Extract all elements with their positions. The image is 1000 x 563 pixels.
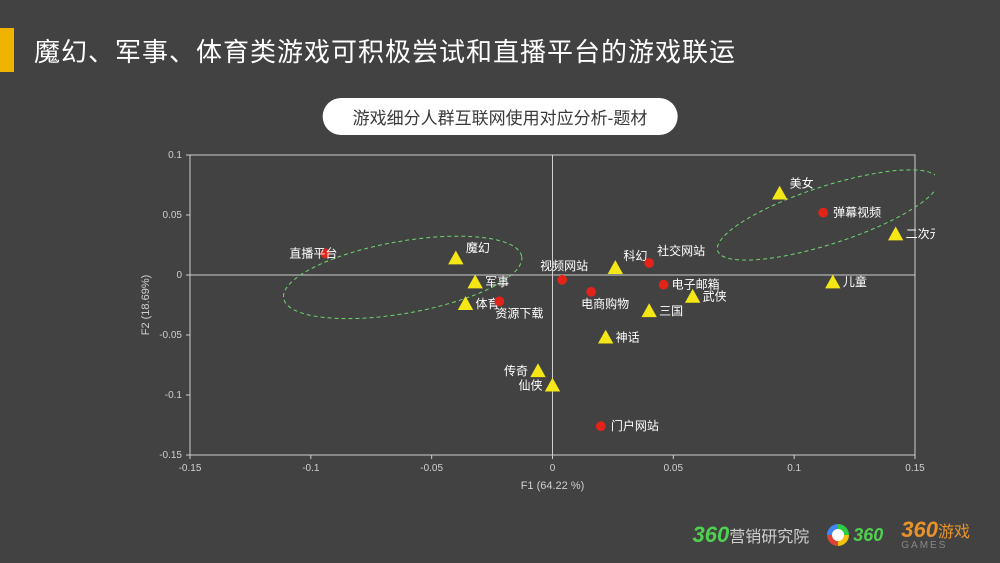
scatter-chart: -0.15 -0.1 -0.05 0 0.05 0.1 0.15 -0.15 -0.1 -0.05…: [135, 145, 935, 495]
logo-360-games-num: 360: [901, 517, 938, 542]
x-tick-label: 0.05: [664, 463, 684, 474]
chart-svg: -0.15 -0.1 -0.05 0 0.05 0.1 0.15 -0.15 -0.1 -0.05…: [135, 145, 935, 495]
scatter-point: [608, 260, 623, 274]
logo-games-cn: 游戏: [938, 524, 970, 541]
point-label: 电商购物: [581, 296, 629, 311]
point-label: 社交网站: [657, 243, 705, 258]
scatter-point: [772, 186, 787, 200]
point-label: 资源下载: [495, 306, 543, 320]
scatter-point: [545, 378, 560, 392]
point-label: 二次元: [906, 227, 935, 241]
x-tick-label: 0.1: [787, 463, 801, 474]
logo-360-games: 360游戏 GAMES: [901, 519, 970, 551]
logo-360-marketing: 360营销研究院: [692, 522, 809, 548]
scatter-point: [557, 275, 567, 285]
point-label: 科幻: [623, 249, 647, 263]
point-label: 直播平台: [289, 245, 337, 260]
logo-360-small: 360: [853, 525, 883, 546]
x-tick-label: -0.05: [420, 463, 443, 474]
point-label: 仙侠: [519, 378, 543, 392]
y-tick-label: -0.15: [159, 450, 182, 461]
scatter-point: [586, 287, 596, 297]
scatter-point: [530, 363, 545, 377]
point-label: 传奇: [504, 363, 528, 378]
title-accent: [0, 28, 14, 72]
point-label: 武侠: [703, 290, 727, 304]
x-tick-label: -0.1: [302, 463, 320, 474]
y-tick-label: -0.1: [165, 390, 183, 401]
y-tick-label: 0: [176, 270, 182, 281]
point-label: 三国: [659, 304, 683, 318]
page-title: 魔幻、军事、体育类游戏可积极尝试和直播平台的游戏联运: [34, 32, 736, 69]
y-tick-label: -0.05: [159, 330, 182, 341]
x-axis-label: F1 (64.22 %): [521, 480, 585, 492]
scatter-point: [644, 258, 654, 268]
scatter-point: [659, 280, 669, 290]
scatter-point: [494, 297, 504, 307]
logo-360-text: 360: [692, 522, 729, 547]
point-label: 视频网站: [540, 258, 588, 273]
qball-icon: [827, 524, 849, 546]
scatter-point: [598, 330, 613, 344]
title-bar: 魔幻、军事、体育类游戏可积极尝试和直播平台的游戏联运: [0, 28, 736, 72]
point-label: 弹幕视频: [833, 205, 881, 220]
point-label: 军事: [485, 275, 509, 289]
point-label: 魔幻: [466, 240, 490, 255]
scatter-point: [448, 251, 463, 265]
x-tick-label: 0: [550, 463, 556, 474]
point-label: 儿童: [843, 274, 867, 289]
scatter-point: [641, 303, 656, 317]
y-tick-label: 0.1: [168, 150, 182, 161]
logo-marketing-text: 营销研究院: [729, 529, 809, 546]
logo-games-en: GAMES: [901, 541, 970, 551]
point-label: 美女: [790, 175, 814, 190]
scatter-point: [825, 275, 840, 289]
point-label: 神话: [616, 330, 640, 344]
x-tick-label: -0.15: [179, 463, 202, 474]
scatter-point: [596, 421, 606, 431]
x-tick-label: 0.15: [905, 463, 925, 474]
scatter-point: [888, 227, 903, 241]
y-axis-label: F2 (18.69%): [140, 275, 152, 336]
scatter-point: [467, 275, 482, 289]
scatter-point: [458, 296, 473, 310]
footer-logos: 360营销研究院 360 360游戏 GAMES: [692, 519, 970, 551]
chart-subtitle: 游戏细分人群互联网使用对应分析-题材: [323, 98, 678, 135]
y-tick-label: 0.05: [163, 210, 183, 221]
scatter-point: [818, 208, 828, 218]
point-label: 门户网站: [611, 418, 659, 433]
point-label: 电子邮箱: [672, 277, 720, 292]
logo-360-ball: 360: [827, 524, 883, 546]
